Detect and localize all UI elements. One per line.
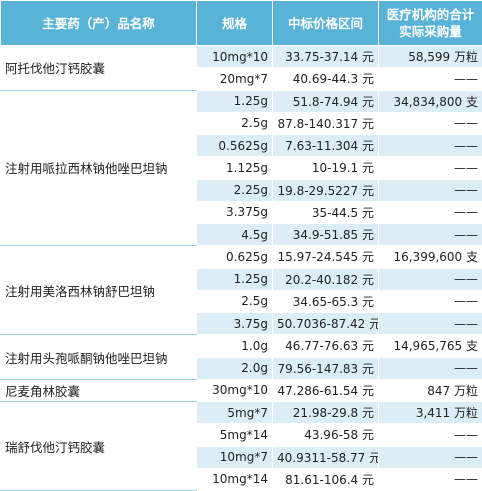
price-range: 7.63-11.304 元 [272,133,379,158]
header-cell: 主要药（产）品名称 [0,0,197,46]
price-range: 21.98-29.8 元 [272,400,379,425]
spec: 4.5g [196,222,273,247]
table-row: 5mg*14 43.96-58 元 —— [1,423,482,447]
table-row: 10mg*14 81.61-106.4 元 —— [1,467,482,491]
purchase-volume: 14,965,765 支 [378,334,482,358]
purchase-volume: —— [378,178,482,202]
table-body: 阿托伐他汀钙胶囊 10mg*10 33.75-37.14 元 58,599 万粒 20m… [0,44,482,491]
table-row: 注射用哌拉西林钠他唑巴坦钠 1.25g 51.8-74.94 元 34,834,800… [0,89,482,247]
product-name: 注射用哌拉西林钠他唑巴坦钠 [0,89,197,247]
spec: 20mg*7 [196,67,273,91]
purchase-volume: —— [378,467,482,491]
spec: 10mg*7 [196,445,273,469]
product-name: 瑞舒伐他汀钙胶囊 [0,401,197,491]
table-row: 尼麦角林胶囊 30mg*10 47.286-61.54 元 847 万粒 [0,378,482,403]
price-range: 81.61-106.4 元 [272,467,379,491]
table-row: 1.125g 10-19.1 元 —— [1,156,482,180]
spec: 2.0g [196,356,273,380]
purchase-volume: —— [378,267,482,291]
spec: 3.75g [196,311,273,336]
purchase-volume: —— [378,133,482,158]
table-row: 2.25g 19.8-29.5227 元 —— [1,178,482,202]
table-row: 注射用头孢哌酮钠他唑巴坦钠 1.0g 46.77-76.63 元 14,965,765… [0,334,482,380]
table-row: 0.5625g 7.63-11.304 元 —— [1,133,482,158]
table-row: 4.5g 34.9-51.85 元 —— [1,222,482,247]
table-row: 阿托伐他汀钙胶囊 10mg*10 33.75-37.14 元 58,599 万粒 [0,44,482,91]
spec: 1.125g [196,156,273,180]
price-range: 34.65-65.3 元 [272,289,379,314]
spec: 0.625g [196,245,273,269]
price-range: 43.96-58 元 [272,423,379,447]
header-cell: 医疗机构的合计实际采购量 [378,0,482,46]
product-name: 尼麦角林胶囊 [0,378,197,403]
price-range: 51.8-74.94 元 [272,89,379,113]
table-row: 注射用美洛西林钠舒巴坦钠 0.625g 15.97-24.545 元 16,399,6… [0,245,482,336]
header-cell: 规格 [196,0,273,46]
purchase-volume: 58,599 万粒 [378,44,482,69]
price-range: 40.69-44.3 元 [272,67,379,91]
table-row: 瑞舒伐他汀钙胶囊 5mg*7 21.98-29.8 元 3,411 万粒 [0,400,482,491]
price-range: 47.286-61.54 元 [272,378,379,403]
purchase-volume: —— [378,445,482,469]
spec: 5mg*7 [196,400,273,425]
spec: 3.375g [196,200,273,225]
price-range: 46.77-76.63 元 [272,334,379,358]
price-range: 35-44.5 元 [272,200,379,225]
price-range: 34.9-51.85 元 [272,222,379,247]
price-range: 33.75-37.14 元 [272,44,379,69]
price-range: 19.8-29.5227 元 [272,178,379,202]
spec: 1.25g [196,267,273,291]
purchase-volume: 34,834,800 支 [378,89,482,113]
purchase-volume: —— [378,289,482,314]
spec: 0.5625g [196,133,273,158]
product-name: 注射用美洛西林钠舒巴坦钠 [0,245,197,336]
spec: 2.25g [196,178,273,202]
price-range: 50.7036-87.42 元 [272,311,379,336]
table-row: 1.25g 20.2-40.182 元 —— [1,267,482,291]
spec: 1.25g [196,89,273,113]
price-range: 15.97-24.545 元 [272,245,379,269]
purchase-volume: —— [378,200,482,225]
spec: 2.5g [196,289,273,314]
spec: 2.5g [196,111,273,136]
table-row: 3.375g 35-44.5 元 —— [1,200,482,225]
price-range: 40.9311-58.77 元 [272,445,379,469]
product-name: 阿托伐他汀钙胶囊 [0,45,197,91]
purchase-volume: —— [378,111,482,136]
purchase-volume: —— [378,423,482,447]
spec: 1.0g [196,334,273,358]
purchase-volume: —— [378,67,482,91]
purchase-volume: —— [378,222,482,247]
purchase-volume: 16,399,600 支 [378,245,482,269]
spec: 10mg*10 [196,44,273,69]
header-row: 主要药（产）品名称 规格 中标价格区间 医疗机构的合计实际采购量 [0,0,482,46]
table-row: 2.0g 79.56-147.83 元 —— [1,356,482,380]
header-cell: 中标价格区间 [272,0,379,46]
spec: 5mg*14 [196,423,273,447]
product-name: 注射用头孢哌酮钠他唑巴坦钠 [0,334,197,380]
price-range: 10-19.1 元 [272,156,379,180]
price-range: 87.8-140.317 元 [272,111,379,136]
purchase-volume: 3,411 万粒 [378,400,482,425]
purchase-volume: 847 万粒 [378,378,482,403]
purchase-volume: —— [378,156,482,180]
table-row: 2.5g 87.8-140.317 元 —— [1,111,482,136]
price-range: 79.56-147.83 元 [272,356,379,380]
spec: 30mg*10 [196,378,273,403]
price-range: 20.2-40.182 元 [272,267,379,291]
spec: 10mg*14 [196,467,273,491]
purchase-volume: —— [378,311,482,336]
purchase-volume: —— [378,356,482,380]
